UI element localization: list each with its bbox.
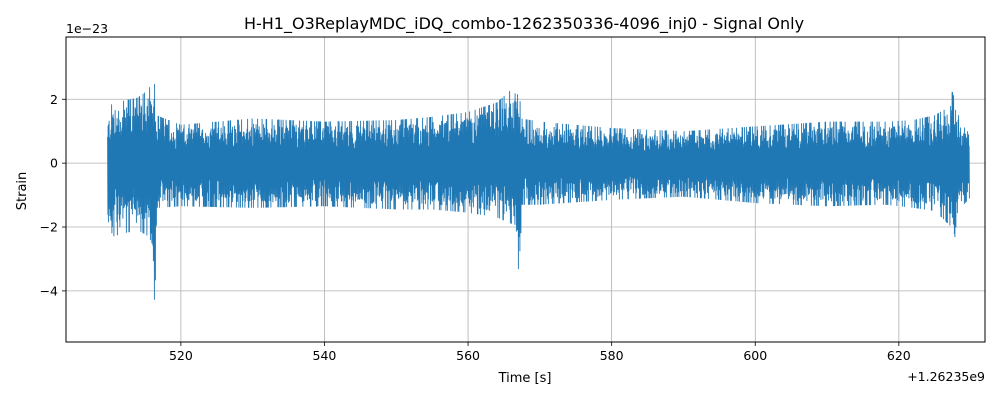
y-tick-label: −4 <box>40 283 58 298</box>
x-tick-label: 600 <box>743 348 767 363</box>
plot-area <box>107 83 970 300</box>
axes-frame <box>65 36 986 343</box>
x-tick-label: 540 <box>313 348 337 363</box>
y-axis-ticks: −4 −2 0 2 <box>40 92 66 298</box>
signal-series <box>107 83 970 300</box>
x-tick-label: 580 <box>600 348 624 363</box>
y-tick-label: −2 <box>40 220 58 235</box>
x-tick-label: 620 <box>887 348 911 363</box>
y-tick-label: 0 <box>50 156 58 171</box>
x-tick-label: 520 <box>169 348 193 363</box>
x-offset-label: +1.26235e9 <box>907 369 985 384</box>
chart-title: H-H1_O3ReplayMDC_iDQ_combo-1262350336-40… <box>244 14 804 34</box>
x-axis-label: Time [s] <box>498 371 552 386</box>
y-axis-label: Strain <box>15 172 30 211</box>
y-scale-multiplier: 1e−23 <box>66 21 108 36</box>
x-tick-label: 560 <box>456 348 480 363</box>
strain-signal-line <box>107 83 970 300</box>
y-tick-label: 2 <box>50 92 58 107</box>
x-axis-ticks: 520 540 560 580 600 620 <box>169 342 911 363</box>
